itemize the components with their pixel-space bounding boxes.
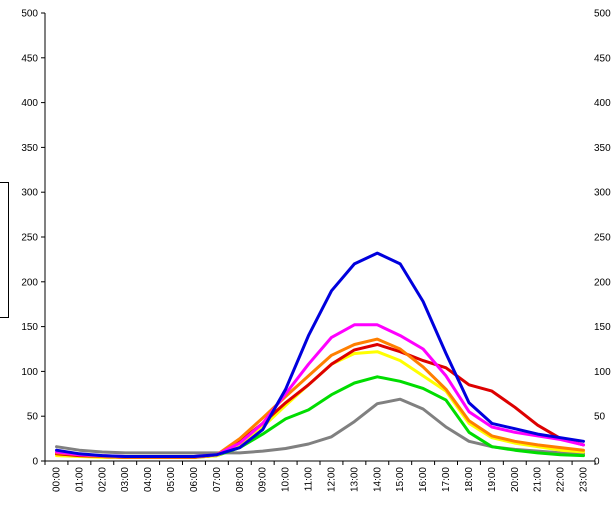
y2-tick-label: 300 bbox=[594, 188, 611, 199]
y-tick-label: 350 bbox=[21, 143, 38, 154]
x-tick-label: 02:00 bbox=[97, 467, 108, 492]
y-tick-label: 500 bbox=[21, 9, 38, 20]
x-tick-label: 14:00 bbox=[372, 467, 383, 492]
y-tick-label: 250 bbox=[21, 233, 38, 244]
y-axis-left: 0 50 100 150 200 250 300 350 400 450 500 bbox=[21, 9, 46, 468]
x-tick-label: 18:00 bbox=[464, 467, 475, 492]
x-tick-label: 12:00 bbox=[326, 467, 337, 492]
x-tick-label: 01:00 bbox=[74, 467, 85, 492]
x-tick-label: 16:00 bbox=[418, 467, 429, 492]
y-tick-label: 200 bbox=[21, 277, 38, 288]
x-tick-label: 22:00 bbox=[556, 467, 567, 492]
legend-box bbox=[0, 182, 9, 318]
x-tick-label: 15:00 bbox=[395, 467, 406, 492]
x-tick-label: 21:00 bbox=[533, 467, 544, 492]
x-tick-label: 19:00 bbox=[487, 467, 498, 492]
x-tick-label: 08:00 bbox=[235, 467, 246, 492]
x-tick-label: 00:00 bbox=[51, 467, 62, 492]
x-tick-label: 13:00 bbox=[349, 467, 360, 492]
x-tick-label: 07:00 bbox=[212, 467, 223, 492]
y-tick-label: 50 bbox=[27, 412, 39, 423]
y-tick-label: 450 bbox=[21, 53, 38, 64]
x-tick-label: 17:00 bbox=[441, 467, 452, 492]
y-axis-right: 0 50 100 150 200 250 300 350 400 450 500 bbox=[594, 9, 611, 468]
x-axis: 00:00 01:00 02:00 03:00 04:00 05:00 06:00 07:00… bbox=[44, 460, 596, 492]
x-tick-label: 11:00 bbox=[304, 467, 315, 492]
x-tick-label: 03:00 bbox=[120, 467, 131, 492]
y-tick-label: 100 bbox=[21, 367, 38, 378]
x-tick-label: 04:00 bbox=[143, 467, 154, 492]
y2-tick-label: 150 bbox=[594, 322, 611, 333]
y-tick-label: 300 bbox=[21, 188, 38, 199]
x-tick-label: 20:00 bbox=[510, 467, 521, 492]
y2-tick-label: 0 bbox=[594, 457, 600, 468]
y2-tick-label: 350 bbox=[594, 143, 611, 154]
y2-tick-label: 100 bbox=[594, 367, 611, 378]
y2-tick-label: 250 bbox=[594, 233, 611, 244]
x-tick-label: 10:00 bbox=[281, 467, 292, 492]
y2-tick-label: 50 bbox=[594, 412, 606, 423]
y-tick-label: 0 bbox=[32, 457, 38, 468]
y-tick-label: 400 bbox=[21, 98, 38, 109]
x-tick-label: 05:00 bbox=[166, 467, 177, 492]
x-tick-label: 09:00 bbox=[258, 467, 269, 492]
y2-tick-label: 400 bbox=[594, 98, 611, 109]
series-group bbox=[55, 251, 585, 459]
y2-tick-label: 500 bbox=[594, 9, 611, 20]
x-tick-label: 23:00 bbox=[579, 467, 590, 492]
y-tick-label: 150 bbox=[21, 322, 38, 333]
y2-tick-label: 200 bbox=[594, 277, 611, 288]
series-line-5 bbox=[55, 375, 585, 459]
x-tick-label: 06:00 bbox=[189, 467, 200, 492]
y2-tick-label: 450 bbox=[594, 53, 611, 64]
series-line-1 bbox=[55, 323, 585, 458]
series-line-0 bbox=[55, 251, 585, 458]
